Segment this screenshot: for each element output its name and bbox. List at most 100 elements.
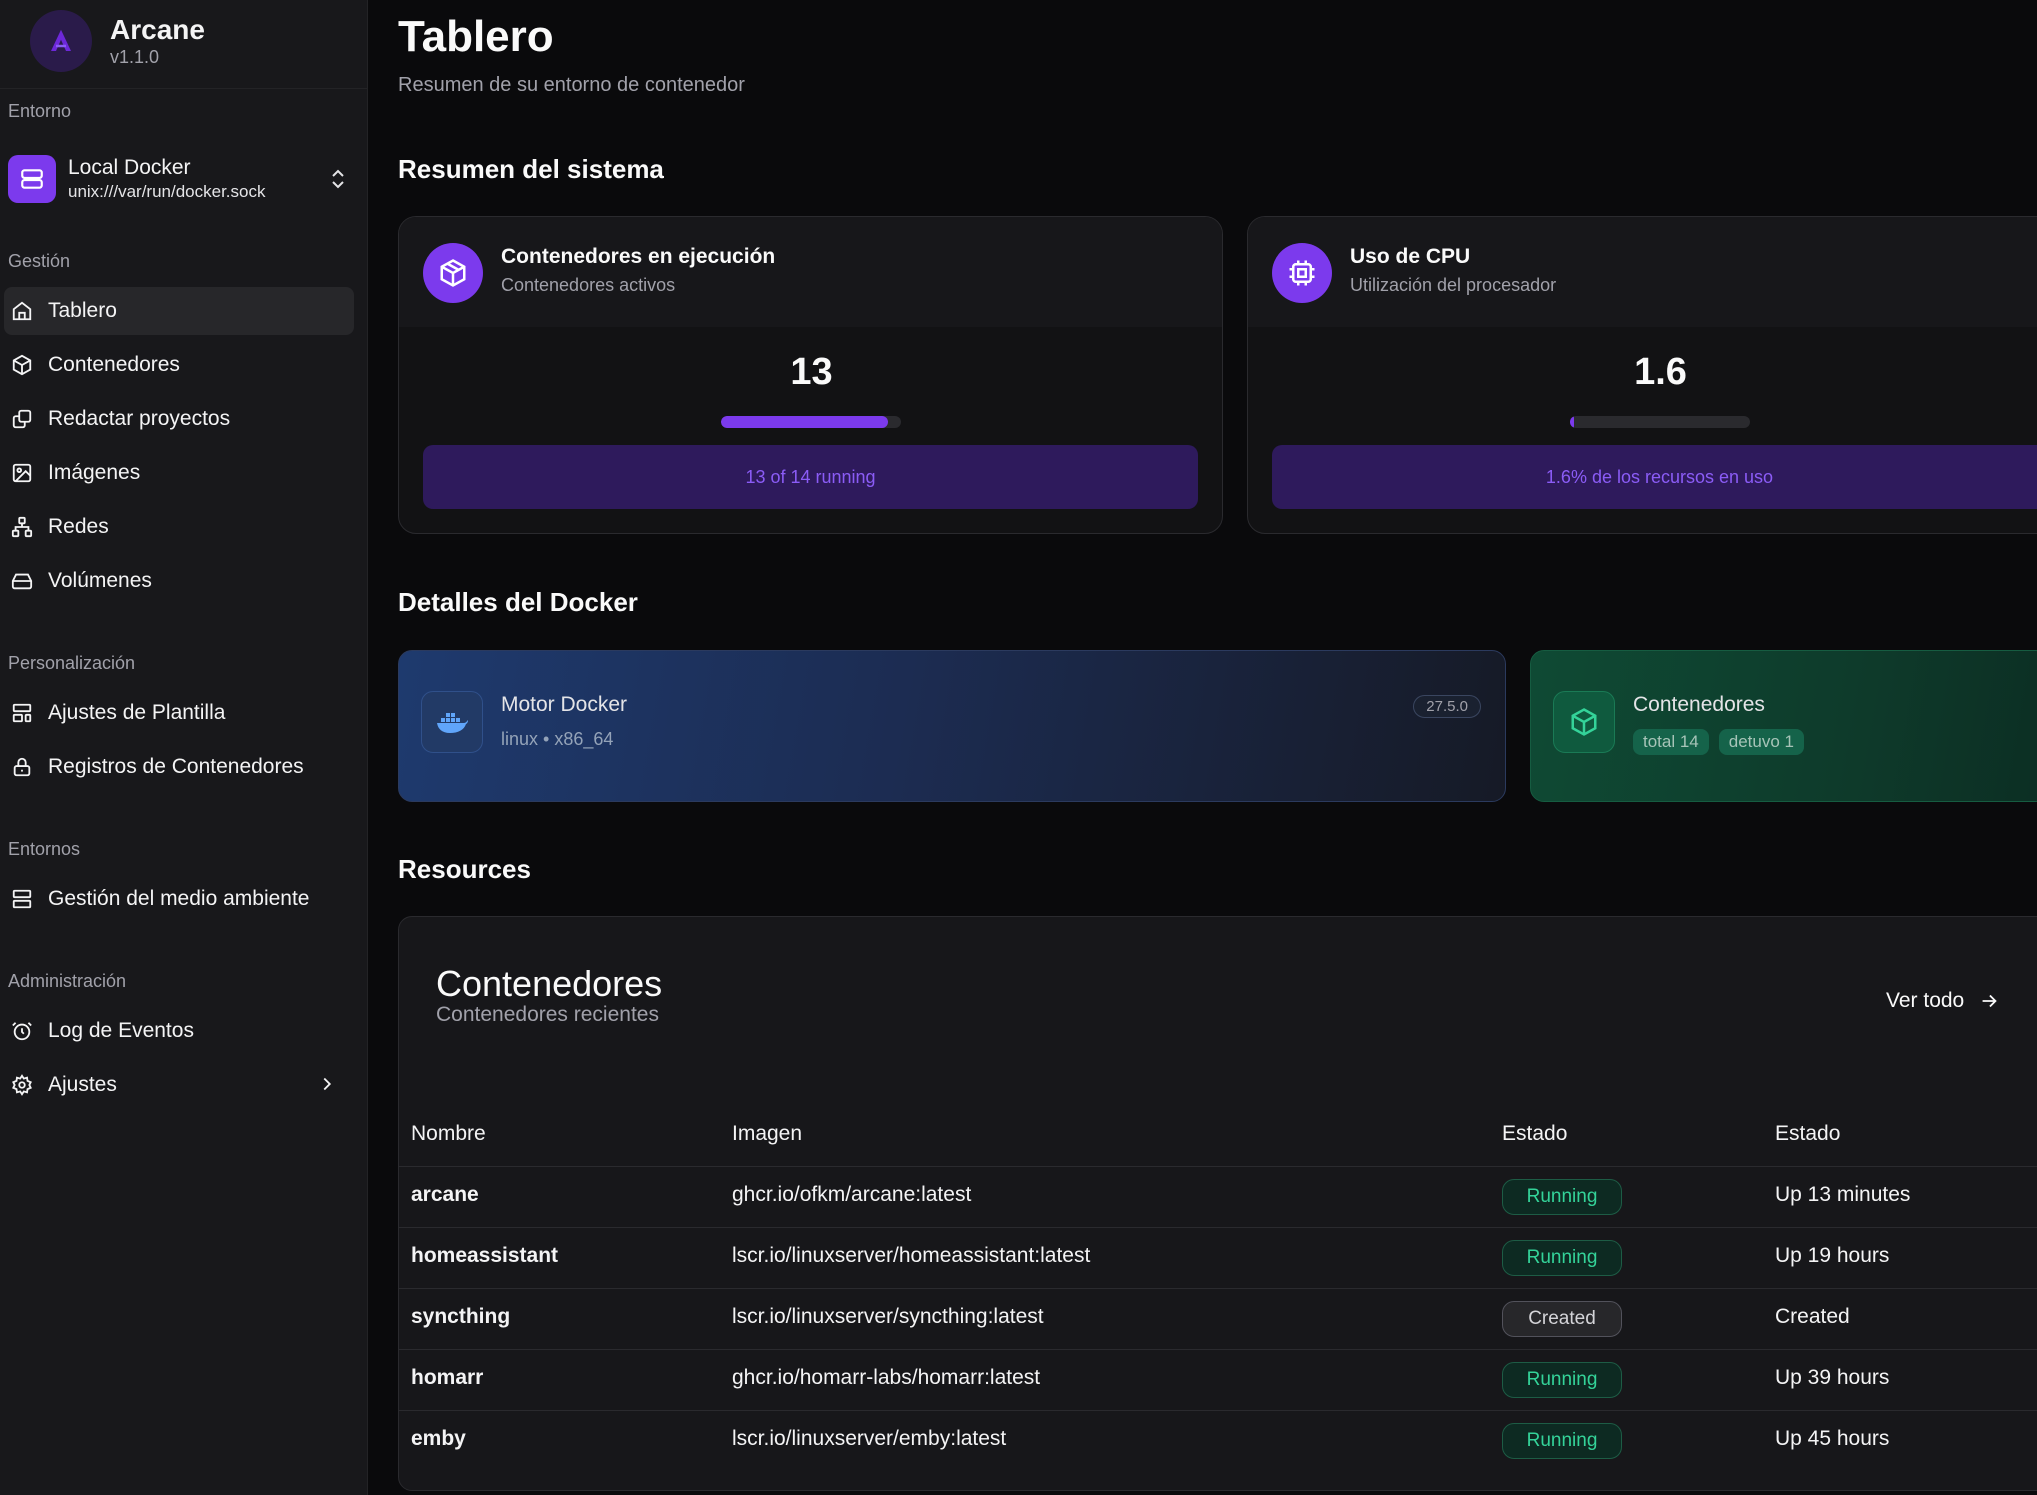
- running-summary: 13 of 14 running: [423, 445, 1198, 509]
- sidebar-item-label: Tablero: [48, 299, 117, 322]
- lock-icon: [10, 755, 34, 779]
- server-icon: [10, 887, 34, 911]
- progress-fill: [1570, 416, 1574, 428]
- card-subtitle: Contenedores recientes: [436, 1003, 659, 1026]
- chevrons-up-down-icon: [326, 164, 350, 194]
- main-content: Tablero Resumen de su entorno de contene…: [398, 0, 2037, 1495]
- copy-icon: [10, 407, 34, 431]
- view-all-label: Ver todo: [1886, 989, 1965, 1012]
- sidebar-item-images[interactable]: Imágenes: [4, 449, 354, 497]
- layout-template-icon: [10, 701, 34, 725]
- status-badge: Running: [1502, 1179, 1622, 1215]
- container-image: ghcr.io/ofkm/arcane:latest: [732, 1183, 972, 1206]
- docker-engine-card: Motor Docker linux • x86_64 27.5.0: [398, 650, 1506, 802]
- container-name[interactable]: syncthing: [411, 1305, 511, 1328]
- resources-title: Resources: [398, 854, 531, 884]
- card-title: Contenedores: [436, 963, 663, 1004]
- cpu-icon: [1272, 243, 1332, 303]
- page-subtitle: Resumen de su entorno de contenedor: [398, 74, 745, 96]
- sidebar-item-label: Ajustes: [48, 1073, 117, 1096]
- table-row[interactable]: emby lscr.io/linuxserver/emby:latest Run…: [399, 1410, 2037, 1471]
- container-image: lscr.io/linuxserver/homeassistant:latest: [732, 1244, 1091, 1267]
- container-image: ghcr.io/homarr-labs/homarr:latest: [732, 1366, 1041, 1389]
- environment-socket: unix:///var/run/docker.sock: [68, 182, 266, 201]
- table-row[interactable]: homeassistant lscr.io/linuxserver/homeas…: [399, 1227, 2037, 1288]
- total-badge: total 14: [1633, 729, 1709, 755]
- environment-selector[interactable]: Local Docker unix:///var/run/docker.sock: [8, 150, 360, 208]
- container-image: lscr.io/linuxserver/emby:latest: [732, 1427, 1007, 1450]
- brand-version: v1.1.0: [110, 47, 160, 67]
- gear-icon: [10, 1073, 34, 1097]
- sidebar-item-dashboard[interactable]: Tablero: [4, 287, 354, 335]
- status-badge: Running: [1502, 1423, 1622, 1459]
- server-icon: [8, 155, 56, 203]
- container-uptime: Up 19 hours: [1775, 1244, 1890, 1267]
- environment-name: Local Docker: [68, 156, 191, 179]
- brand[interactable]: Arcane v1.1.0: [30, 10, 205, 72]
- sidebar-item-networks[interactable]: Redes: [4, 503, 354, 551]
- column-header-state[interactable]: Estado: [1502, 1122, 1568, 1145]
- container-name[interactable]: homeassistant: [411, 1244, 559, 1267]
- engine-version-badge: 27.5.0: [1413, 695, 1481, 718]
- container-uptime: Created: [1775, 1305, 1850, 1328]
- container-name[interactable]: homarr: [411, 1366, 484, 1389]
- sidebar-item-label: Registros de Contenedores: [48, 755, 304, 778]
- container-name[interactable]: emby: [411, 1427, 466, 1450]
- card-title: Uso de CPU: [1350, 245, 1471, 268]
- column-header-image[interactable]: Imagen: [732, 1122, 803, 1145]
- card-subtitle: Contenedores activos: [501, 275, 676, 295]
- brand-name: Arcane: [110, 14, 205, 45]
- sidebar-item-settings[interactable]: Ajustes: [4, 1061, 354, 1109]
- box-icon: [423, 243, 483, 303]
- table-row[interactable]: arcane ghcr.io/ofkm/arcane:latest Runnin…: [399, 1166, 2037, 1227]
- container-name[interactable]: arcane: [411, 1183, 479, 1206]
- containers-summary-title: Contenedores: [1633, 693, 1765, 716]
- view-all-link[interactable]: Ver todo: [1886, 989, 2000, 1013]
- sidebar-item-label: Redes: [48, 515, 109, 538]
- sidebar-item-container-registries[interactable]: Registros de Contenedores: [4, 743, 354, 791]
- sidebar-item-template-settings[interactable]: Ajustes de Plantilla: [4, 689, 354, 737]
- container-uptime: Up 39 hours: [1775, 1366, 1890, 1389]
- column-header-name[interactable]: Nombre: [411, 1122, 486, 1145]
- sidebar-item-compose-projects[interactable]: Redactar proyectos: [4, 395, 354, 443]
- docker-icon: [421, 691, 483, 753]
- arrow-right-icon: [1978, 990, 2000, 1012]
- running-containers-card: Contenedores en ejecución Contenedores a…: [398, 216, 1223, 534]
- containers-summary-card: Contenedores total 14 detuvo 1: [1530, 650, 2037, 802]
- sidebar-item-label: Volúmenes: [48, 569, 152, 592]
- sidebar-item-label: Ajustes de Plantilla: [48, 701, 226, 724]
- sidebar-item-volumes[interactable]: Volúmenes: [4, 557, 354, 605]
- column-header-status[interactable]: Estado: [1775, 1122, 1841, 1145]
- sidebar-item-label: Redactar proyectos: [48, 407, 231, 430]
- sidebar-item-label: Contenedores: [48, 353, 180, 376]
- container-uptime: Up 45 hours: [1775, 1427, 1890, 1450]
- sidebar-item-label: Log de Eventos: [48, 1019, 194, 1042]
- divider: [0, 88, 368, 89]
- card-header: [399, 217, 1222, 327]
- sidebar-item-containers[interactable]: Contenedores: [4, 341, 354, 389]
- table-row[interactable]: syncthing lscr.io/linuxserver/syncthing:…: [399, 1288, 2037, 1349]
- box-icon: [10, 353, 34, 377]
- chevron-right-icon: [316, 1073, 340, 1097]
- sidebar-item-label: Gestión del medio ambiente: [48, 887, 310, 910]
- cpu-value: 1.6: [1634, 351, 1687, 393]
- table-row[interactable]: homarr ghcr.io/homarr-labs/homarr:latest…: [399, 1349, 2037, 1410]
- home-icon: [10, 299, 34, 323]
- alarm-clock-icon: [10, 1019, 34, 1043]
- page-title: Tablero: [398, 12, 554, 61]
- card-title: Contenedores en ejecución: [501, 245, 776, 268]
- containers-summary-tags: total 14 detuvo 1: [1633, 729, 1814, 755]
- sidebar-item-label: Imágenes: [48, 461, 141, 484]
- sidebar-item-environment-management[interactable]: Gestión del medio ambiente: [4, 875, 354, 923]
- docker-details-title: Detalles del Docker: [398, 587, 638, 617]
- status-badge: Running: [1502, 1362, 1622, 1398]
- system-overview-title: Resumen del sistema: [398, 154, 664, 184]
- engine-title: Motor Docker: [501, 693, 628, 716]
- container-image: lscr.io/linuxserver/syncthing:latest: [732, 1305, 1044, 1328]
- arcane-logo-icon: [30, 10, 92, 72]
- container-uptime: Up 13 minutes: [1775, 1183, 1911, 1206]
- running-count: 13: [790, 351, 833, 393]
- sidebar-item-event-log[interactable]: Log de Eventos: [4, 1007, 354, 1055]
- section-customization: Personalización: [8, 653, 136, 673]
